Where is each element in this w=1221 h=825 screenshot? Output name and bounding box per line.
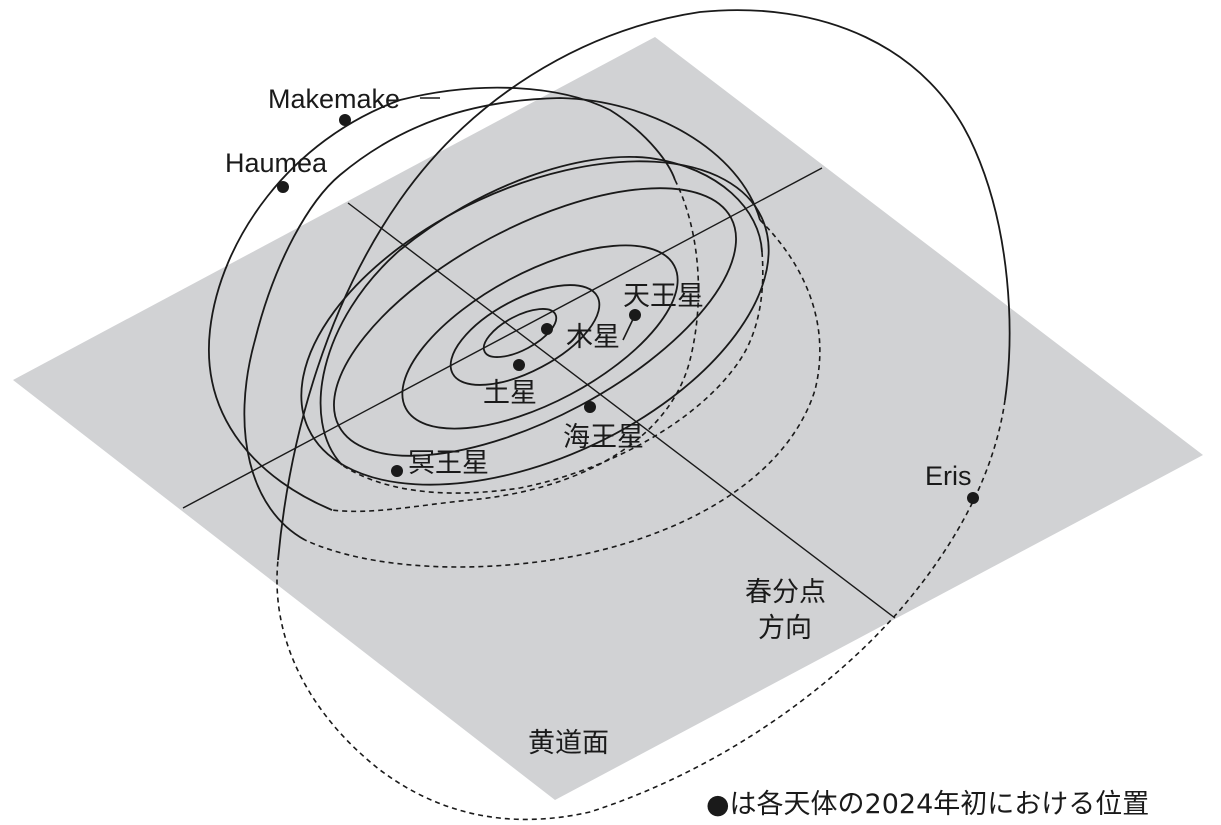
orbit-makemake-upper: [208, 86, 676, 511]
orbit-haumea-lower: [304, 219, 821, 568]
orbit-pluto-upper: [319, 156, 763, 466]
orbit-eris-lower: [276, 399, 1006, 821]
makemake-dot: [339, 114, 351, 126]
orbit-pluto-lower: [341, 251, 764, 494]
eris-dot: [967, 492, 979, 504]
label-ecliptic-plane: 黄道面: [528, 728, 609, 759]
orbit-jupiter: [449, 284, 601, 386]
jupiter-dot: [541, 323, 553, 335]
orbit-neptune: [300, 160, 770, 486]
label-vernal-line2: 方向: [758, 613, 812, 644]
inner-orbit: [482, 308, 558, 358]
footnote: ●は各天体の2024年初における位置: [706, 789, 1149, 820]
label-makemake: Makemake: [268, 84, 400, 114]
label-uranus: 天王星: [623, 281, 704, 312]
orbit-uranus: [333, 187, 737, 457]
label-pluto: 冥王星: [408, 448, 489, 479]
label-haumea: Haumea: [225, 148, 328, 178]
neptune-dot: [584, 401, 596, 413]
label-jupiter: 木星: [566, 322, 620, 353]
label-vernal-line1: 春分点: [745, 577, 826, 608]
label-eris: Eris: [925, 461, 972, 491]
pluto-dot: [391, 465, 403, 477]
uranus-leader: [622, 314, 636, 341]
orbit-saturn: [401, 244, 679, 430]
orbit-makemake-lower: [331, 179, 700, 513]
haumea-dot: [277, 181, 289, 193]
ecliptic-plane: [13, 37, 1203, 800]
axis-line-a: [182, 167, 823, 509]
vernal-direction-line: [347, 202, 896, 619]
saturn-dot: [513, 359, 525, 371]
label-saturn: 土星: [483, 378, 537, 409]
orbit-eris-upper: [277, 9, 1011, 561]
label-neptune: 海王星: [563, 422, 644, 453]
orbit-haumea-upper: [243, 97, 761, 541]
